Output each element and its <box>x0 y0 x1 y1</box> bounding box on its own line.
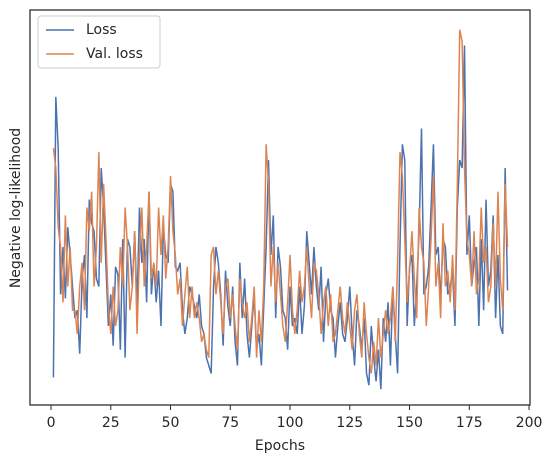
plot-frame <box>29 9 531 406</box>
data-line <box>52 29 509 374</box>
legend-box <box>37 15 161 69</box>
x-tick-label: 0 <box>47 415 56 431</box>
data-line <box>52 45 509 390</box>
x-tick-label: 175 <box>456 415 483 431</box>
x-tick-label: 125 <box>336 415 363 431</box>
legend-label: Val. loss <box>86 46 143 62</box>
x-axis-label: Epochs <box>255 438 305 454</box>
legend: Loss Val. loss <box>37 15 161 69</box>
legend-label: Loss <box>86 22 117 38</box>
x-tick-label: 200 <box>516 415 543 431</box>
x-tick-label: 150 <box>396 415 423 431</box>
x-tick-label: 50 <box>162 415 180 431</box>
x-tick-label: 25 <box>102 415 120 431</box>
x-tick-label: 75 <box>221 415 239 431</box>
y-axis-label: Negative log-likelihood <box>8 128 24 288</box>
x-tick-label: 100 <box>277 415 304 431</box>
